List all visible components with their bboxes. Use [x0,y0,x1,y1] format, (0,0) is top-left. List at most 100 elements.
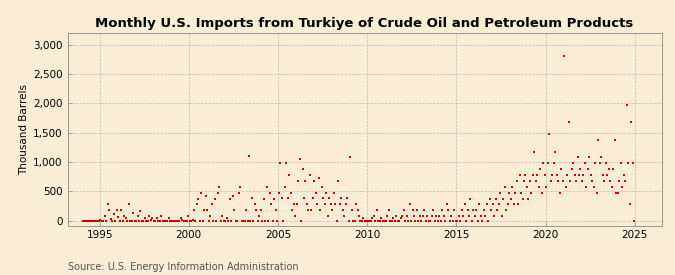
Point [105,217,116,221]
Point [403,219,414,223]
Point [606,185,617,189]
Point [199,207,210,212]
Point [514,173,525,177]
Point [95,218,106,222]
Point [328,190,339,195]
Point [459,202,470,207]
Point [480,213,491,218]
Point [433,219,443,223]
Point [193,196,204,201]
Point [251,207,262,212]
Point [610,138,620,142]
Point [501,207,512,212]
Point [481,202,492,207]
Point [397,213,408,218]
Point [602,173,613,177]
Point [155,219,165,223]
Point [93,219,104,223]
Point [416,219,427,223]
Point [556,167,566,171]
Point [356,219,367,223]
Point [340,202,351,207]
Point [317,185,327,189]
Point [422,213,433,218]
Point [516,190,526,195]
Point [464,213,475,218]
Point [225,219,236,223]
Point [407,207,418,212]
Point [497,196,508,201]
Point [165,219,176,223]
Point [441,202,452,207]
Point [101,219,111,223]
Point [77,219,88,223]
Point [239,219,250,223]
Point [408,213,419,218]
Point [350,202,361,207]
Point [196,190,207,195]
Point [142,219,153,223]
Point [327,207,338,212]
Point [113,215,124,219]
Point [452,219,462,223]
Point [596,155,607,160]
Point [98,219,109,223]
Point [444,219,455,223]
Point [310,190,321,195]
Point [605,179,616,183]
Point [103,202,113,207]
Point [97,219,107,223]
Point [302,202,313,207]
Point [260,219,271,223]
Point [504,190,514,195]
Point [276,196,287,200]
Point [148,219,159,223]
Point [287,207,298,212]
Point [576,179,587,183]
Point [236,219,247,223]
Point [134,219,144,223]
Point [275,161,286,166]
Point [435,219,446,223]
Point [135,209,146,213]
Point [522,185,533,189]
Point [214,185,225,189]
Point [281,161,292,166]
Point [343,219,354,223]
Point [229,207,240,212]
Point [544,132,555,136]
Point [475,213,486,218]
Point [263,219,274,223]
Point [617,185,628,189]
Point [282,196,293,200]
Point [203,219,214,223]
Point [367,216,378,221]
Point [500,185,510,189]
Point [535,167,546,171]
Point [401,213,412,218]
Point [453,213,464,218]
Point [150,219,161,223]
Point [200,193,211,198]
Point [468,207,479,212]
Point [391,213,402,218]
Point [553,179,564,183]
Point [271,207,281,212]
Point [531,179,541,183]
Point [371,207,382,212]
Point [198,219,209,223]
Point [595,161,605,166]
Point [215,219,226,223]
Point [178,219,189,223]
Point [438,213,449,218]
Point [562,173,572,177]
Point [202,208,213,213]
Point [511,179,522,183]
Point [250,202,261,207]
Point [297,167,308,171]
Point [132,214,143,218]
Point [238,219,248,223]
Point [293,179,304,183]
Point [205,213,216,218]
Point [254,213,265,218]
